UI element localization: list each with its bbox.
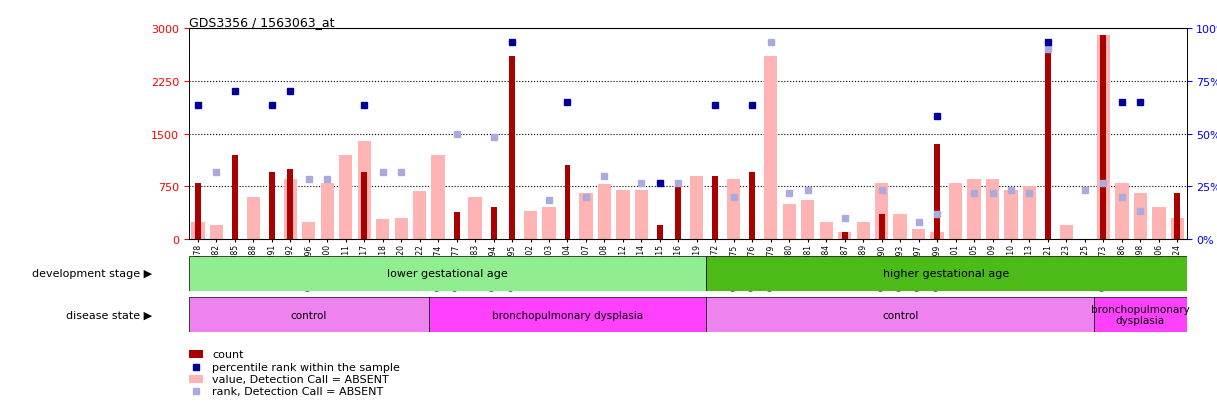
Bar [543, 208, 556, 240]
Bar [968, 180, 981, 240]
Bar [857, 222, 870, 240]
Bar [340, 155, 353, 240]
Bar [1134, 194, 1148, 240]
Bar [706, 297, 1094, 332]
Bar [269, 173, 275, 240]
Bar [712, 176, 718, 240]
Bar [509, 57, 515, 240]
Bar [875, 183, 888, 240]
Bar [727, 180, 740, 240]
Bar [284, 180, 297, 240]
Text: bronchopulmonary dysplasia: bronchopulmonary dysplasia [492, 310, 643, 320]
Bar [195, 183, 201, 240]
Bar [986, 180, 999, 240]
Bar [598, 185, 611, 240]
Bar [635, 190, 649, 240]
Bar [1115, 183, 1128, 240]
Bar [842, 233, 848, 240]
Bar [190, 350, 203, 358]
Bar [912, 229, 925, 240]
Text: GDS3356 / 1563063_at: GDS3356 / 1563063_at [189, 16, 335, 29]
Bar [358, 141, 371, 240]
Bar [469, 197, 482, 240]
Bar [190, 375, 203, 383]
Bar [394, 218, 408, 240]
Bar [1022, 187, 1036, 240]
Bar [413, 192, 426, 240]
Text: development stage ▶: development stage ▶ [32, 268, 152, 279]
Bar [320, 183, 333, 240]
Bar [523, 211, 537, 240]
Text: rank, Detection Call = ABSENT: rank, Detection Call = ABSENT [212, 387, 383, 396]
Bar [454, 213, 460, 240]
Bar [287, 169, 293, 240]
Text: bronchopulmonary
dysplasia: bronchopulmonary dysplasia [1090, 304, 1190, 326]
Text: disease state ▶: disease state ▶ [66, 310, 152, 320]
Bar [1097, 36, 1110, 240]
Bar [949, 183, 963, 240]
Text: percentile rank within the sample: percentile rank within the sample [212, 362, 400, 372]
Bar [1004, 190, 1017, 240]
Bar [209, 225, 223, 240]
Bar [361, 173, 368, 240]
Bar [675, 187, 682, 240]
Bar [764, 57, 778, 240]
Bar [657, 225, 663, 240]
Text: value, Detection Call = ABSENT: value, Detection Call = ABSENT [212, 374, 388, 384]
Bar [579, 194, 593, 240]
Bar [1152, 208, 1166, 240]
Bar [376, 220, 389, 240]
Bar [706, 256, 1187, 291]
Text: control: control [291, 310, 327, 320]
Bar [839, 233, 852, 240]
Bar [302, 222, 315, 240]
Bar [879, 215, 885, 240]
Bar [1171, 218, 1184, 240]
Text: lower gestational age: lower gestational age [387, 268, 507, 279]
Bar [232, 155, 237, 240]
Bar [1060, 225, 1073, 240]
Bar [1174, 194, 1180, 240]
Bar [783, 204, 796, 240]
Bar [189, 256, 706, 291]
Bar [428, 297, 706, 332]
Bar [750, 173, 756, 240]
Text: control: control [882, 310, 919, 320]
Bar [432, 155, 444, 240]
Bar [191, 222, 204, 240]
Bar [247, 197, 260, 240]
Bar [893, 215, 907, 240]
Text: higher gestational age: higher gestational age [884, 268, 1009, 279]
Bar [935, 145, 940, 240]
Bar [490, 208, 497, 240]
Bar [690, 176, 703, 240]
Bar [1045, 50, 1051, 240]
Bar [616, 190, 629, 240]
Bar [819, 222, 832, 240]
Bar [1100, 36, 1106, 240]
Text: count: count [212, 349, 243, 359]
Bar [189, 297, 428, 332]
Bar [801, 201, 814, 240]
Bar [565, 166, 571, 240]
Bar [931, 233, 943, 240]
Bar [1094, 297, 1187, 332]
